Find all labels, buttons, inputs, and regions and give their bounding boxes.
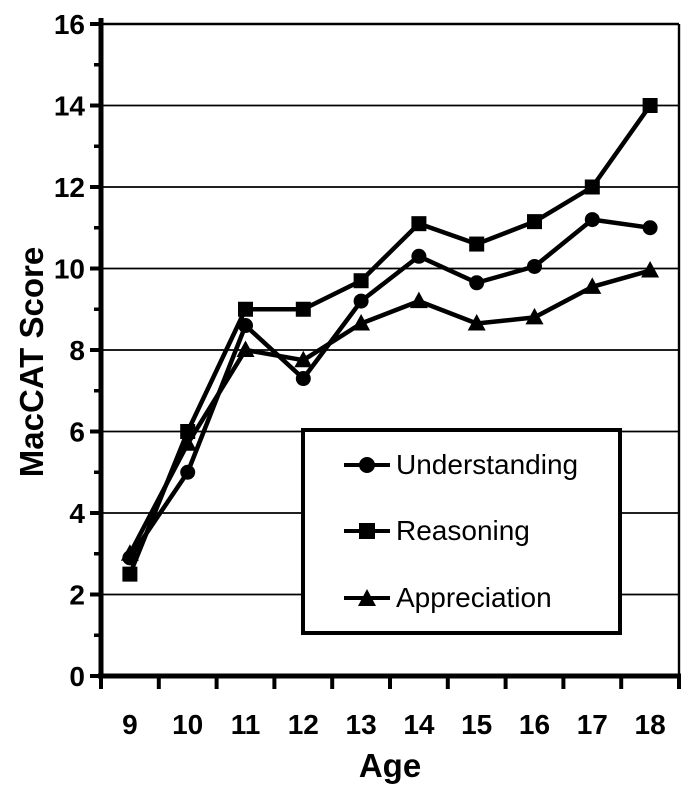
marker-triangle-appreciation (352, 314, 371, 331)
y-tick-label: 4 (69, 498, 85, 529)
marker-square-reasoning (469, 236, 485, 252)
circle-marker-icon (344, 457, 390, 474)
legend-label-appreciation: Appreciation (396, 581, 552, 613)
series-line-appreciation (127, 268, 653, 556)
marker-triangle-appreciation (294, 350, 313, 368)
x-tick-label: 17 (577, 709, 608, 740)
y-tick-label: 16 (54, 9, 85, 40)
legend-label-reasoning: Reasoning (396, 515, 530, 547)
marker-square-reasoning (295, 301, 311, 317)
y-tick-label: 14 (54, 91, 86, 122)
marker-square-reasoning (238, 301, 253, 317)
x-tick-label: 13 (346, 709, 377, 740)
x-tick-label: 16 (519, 709, 550, 740)
marker-circle-understanding (180, 464, 196, 480)
x-axis-title: Age (358, 747, 422, 784)
marker-circle-understanding (642, 220, 658, 236)
marker-circle-understanding (295, 371, 311, 387)
marker-triangle-appreciation (525, 307, 544, 325)
marker-triangle-appreciation (641, 261, 660, 278)
x-tick-label: 9 (122, 709, 138, 740)
x-tick-label: 11 (231, 709, 261, 740)
legend-item-appreciation: Appreciation (343, 582, 618, 614)
x-tick-label: 14 (403, 709, 435, 740)
marker-triangle-appreciation (178, 434, 197, 451)
y-axis-title: MacCAT Score (13, 246, 50, 478)
marker-triangle-appreciation (409, 291, 428, 309)
y-tick-label: 10 (54, 254, 85, 285)
marker-circle-understanding (411, 248, 427, 264)
legend-item-understanding: Understanding (343, 449, 618, 481)
legend-item-reasoning: Reasoning (343, 515, 618, 547)
y-tick-label: 12 (54, 172, 85, 203)
marker-triangle-appreciation (583, 277, 602, 294)
x-tick-label: 18 (635, 709, 666, 740)
y-tick-label: 2 (69, 580, 85, 611)
x-tick-label: 12 (288, 709, 319, 740)
legend-box: Understanding Reasoning Appreciation (301, 428, 622, 635)
y-tick-label: 0 (69, 661, 85, 692)
marker-triangle-appreciation (120, 544, 139, 561)
marker-square-reasoning (122, 566, 138, 582)
x-tick-label: 10 (172, 709, 203, 740)
marker-square-reasoning (527, 214, 542, 230)
series-line-reasoning (127, 103, 653, 577)
y-tick-label: 8 (69, 335, 85, 366)
marker-square-reasoning (180, 424, 196, 439)
legend-label-understanding: Understanding (396, 449, 579, 481)
marker-square-reasoning (411, 216, 427, 232)
marker-triangle-appreciation (467, 314, 486, 331)
marker-square-reasoning (584, 179, 600, 195)
marker-circle-understanding (469, 275, 485, 291)
marker-circle-understanding (353, 293, 369, 309)
marker-circle-understanding (527, 258, 542, 274)
marker-square-reasoning (353, 273, 369, 289)
marker-triangle-appreciation (236, 340, 255, 357)
marker-circle-understanding (238, 318, 253, 334)
square-marker-icon (344, 523, 390, 540)
marker-circle-understanding (584, 212, 600, 228)
x-tick-label: 15 (461, 709, 492, 740)
y-tick-label: 6 (69, 417, 85, 448)
marker-square-reasoning (642, 98, 658, 113)
triangle-marker-icon (344, 588, 390, 606)
